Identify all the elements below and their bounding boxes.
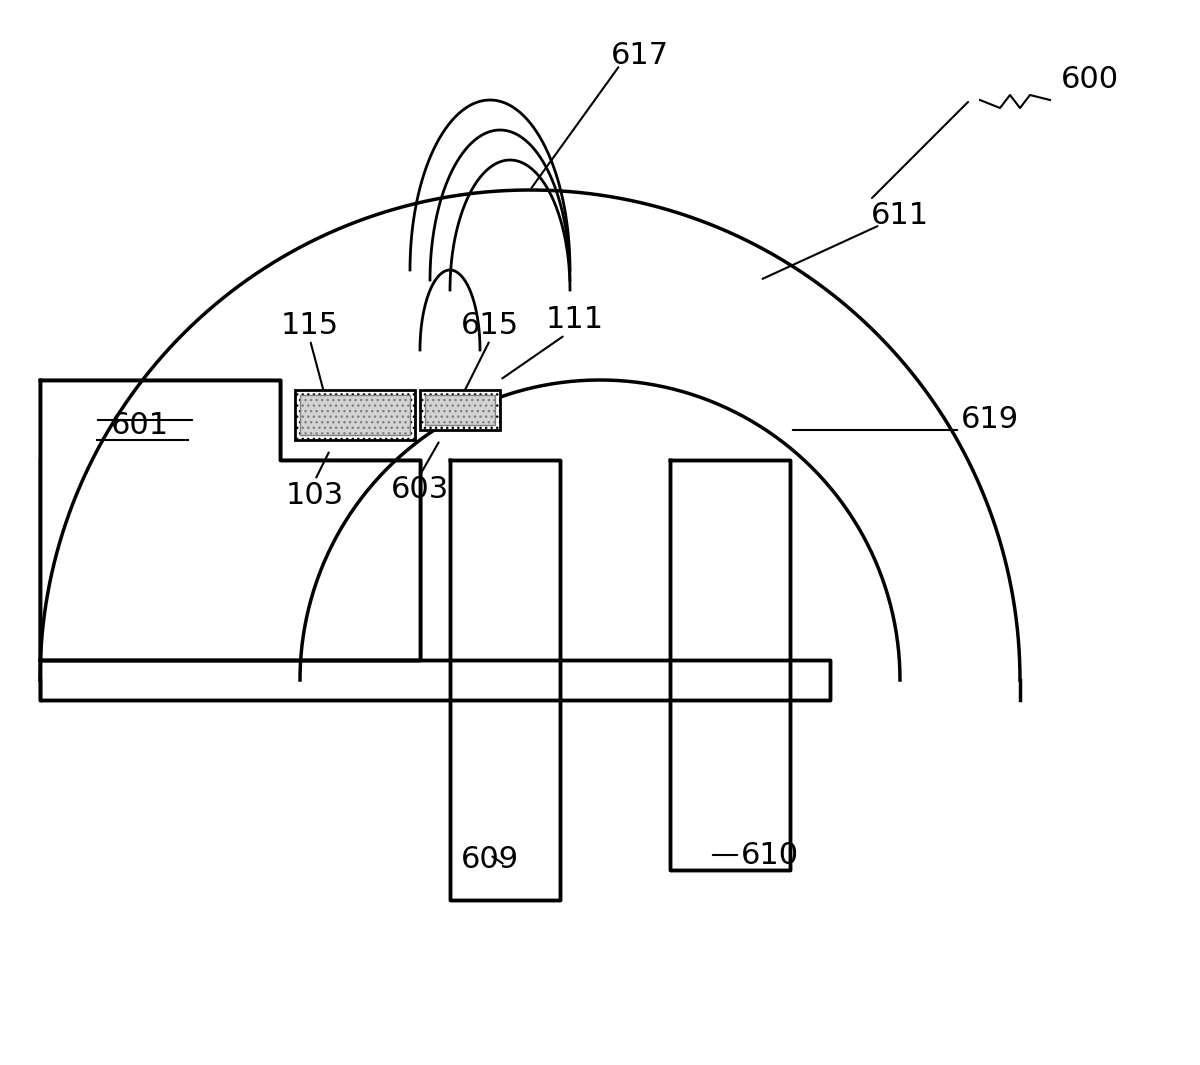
Polygon shape: [670, 460, 790, 870]
Text: 601: 601: [110, 410, 169, 440]
Bar: [420, 390, 500, 430]
Bar: [295, 390, 415, 440]
Bar: [425, 395, 496, 425]
Text: 615: 615: [461, 311, 520, 340]
Text: 111: 111: [546, 306, 604, 334]
Text: 603: 603: [391, 475, 449, 505]
Text: 115: 115: [281, 311, 340, 340]
Polygon shape: [40, 380, 420, 660]
Bar: [40, 460, 420, 660]
Polygon shape: [450, 460, 560, 900]
Bar: [300, 395, 410, 435]
Text: 610: 610: [740, 840, 799, 869]
Text: 617: 617: [611, 40, 670, 69]
Polygon shape: [40, 660, 830, 700]
Text: 103: 103: [286, 480, 344, 509]
Text: 611: 611: [871, 200, 929, 229]
Text: 619: 619: [961, 406, 1019, 435]
FancyBboxPatch shape: [40, 380, 280, 660]
Text: 609: 609: [461, 846, 520, 874]
Text: 600: 600: [1061, 66, 1120, 95]
